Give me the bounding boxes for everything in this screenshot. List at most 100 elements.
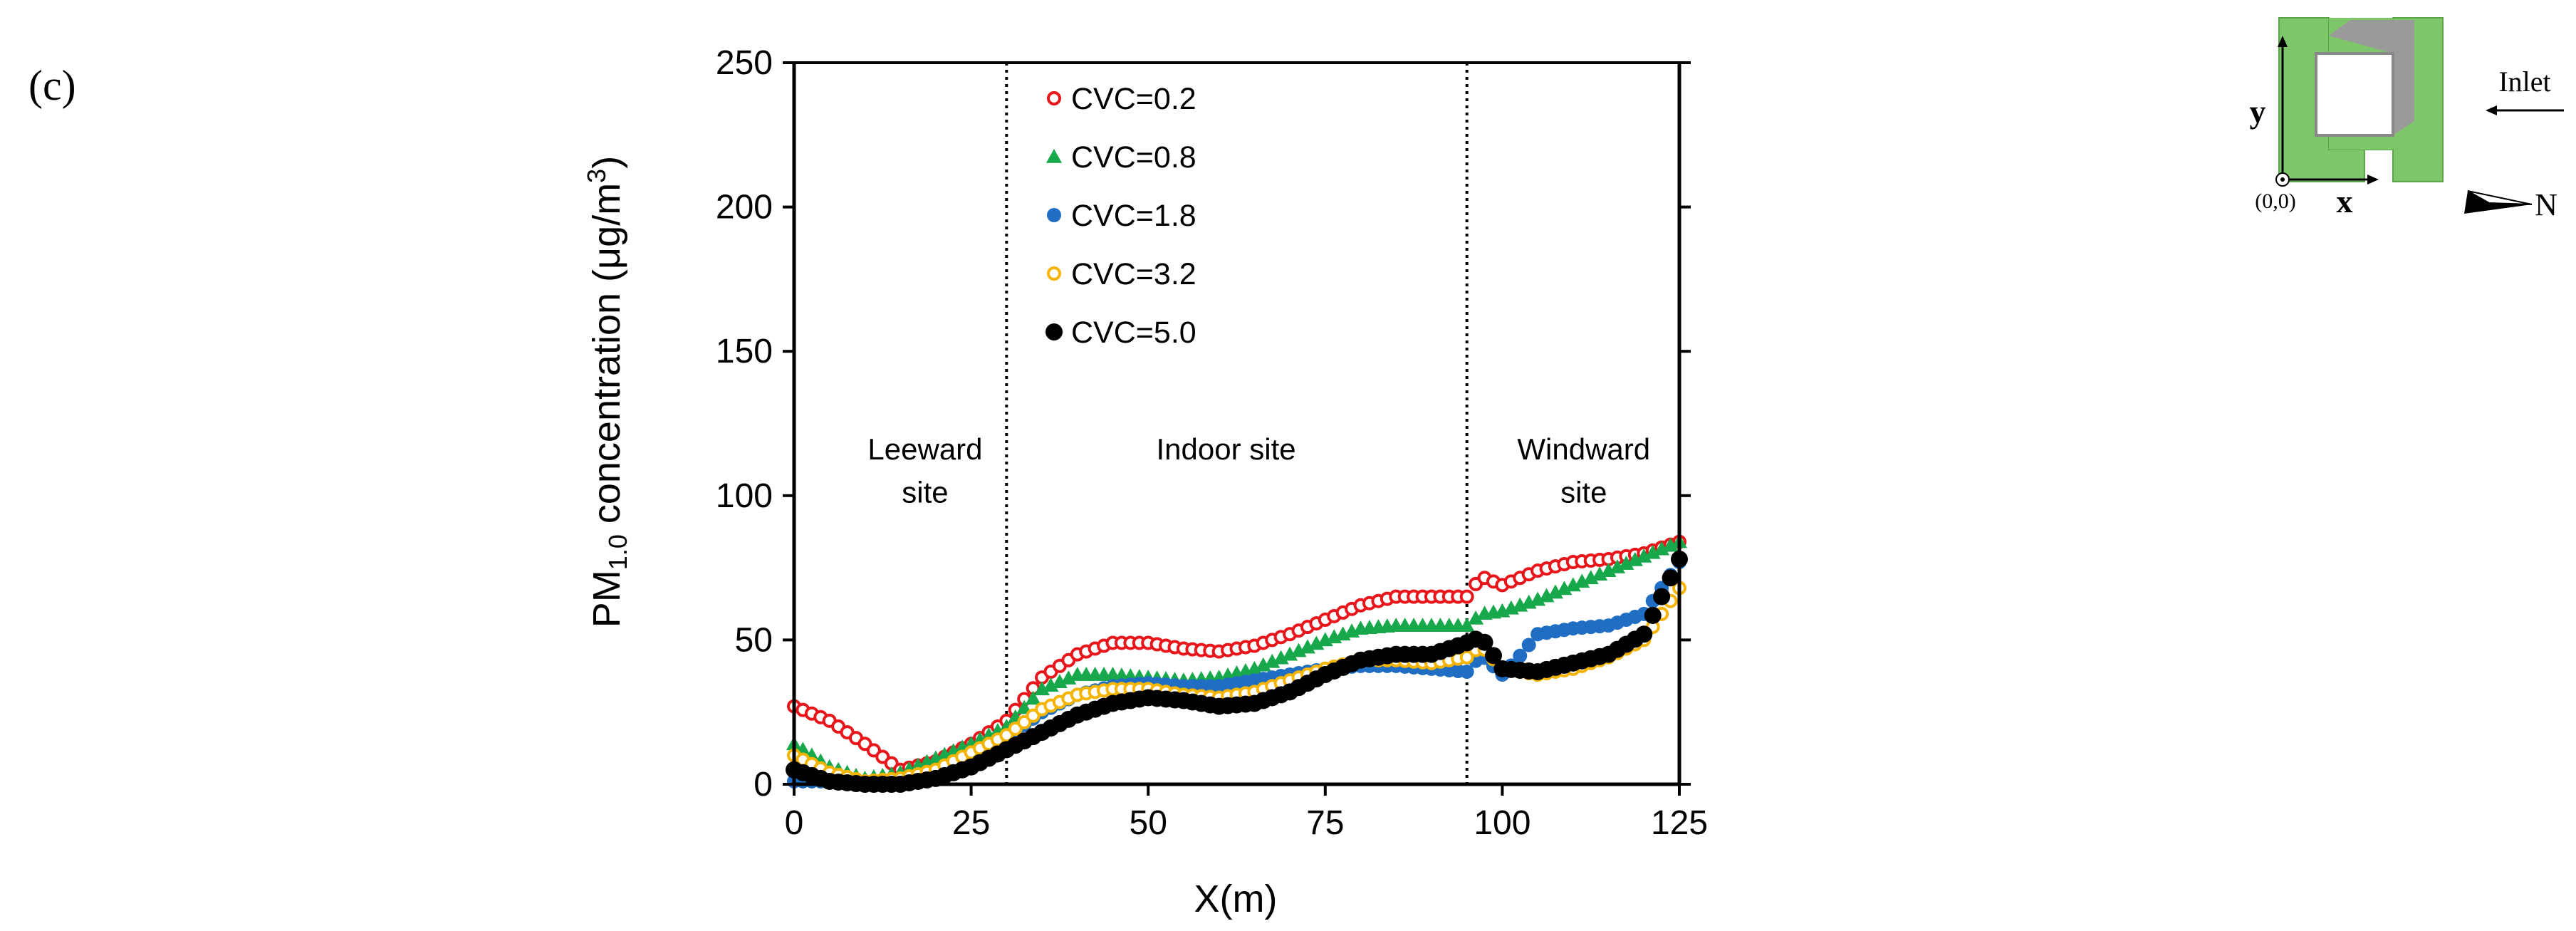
x-tick-label: 75 (1306, 804, 1344, 842)
data-point (1635, 625, 1653, 643)
site-inset-diagram: y x (0,0) Inlet N (2250, 17, 2564, 222)
data-point (1051, 674, 1068, 688)
y-axis-title: PM1.0 concentration (μg/m3) (582, 156, 632, 628)
data-point (1273, 650, 1289, 665)
data-point (1299, 639, 1315, 654)
x-tick-label: 25 (952, 804, 990, 842)
panel-label: (c) (28, 62, 76, 109)
data-point (1654, 541, 1670, 556)
legend-label: CVC=0.2 (1071, 82, 1196, 116)
region-label: site (902, 476, 948, 509)
data-point (1662, 569, 1679, 587)
legend-entry-3: CVC=3.2 (1047, 257, 1196, 291)
y-title-rest: concentration (μg/m (585, 183, 628, 534)
data-point (1282, 646, 1298, 661)
inset-y-arrowhead (2278, 36, 2288, 47)
data-point (1484, 647, 1502, 665)
plot-area: 0 50 100 150 200 250 0 25 50 75 100 125 Leeward site… (716, 44, 1708, 842)
data-point (1459, 589, 1474, 604)
y-title-main: PM (585, 570, 628, 628)
y-tick-label: 50 (735, 621, 773, 659)
data-point (1574, 573, 1590, 588)
x-tick-label: 0 (785, 804, 804, 842)
data-point (1255, 657, 1271, 672)
data-point (1016, 699, 1033, 714)
data-point (1644, 544, 1661, 559)
inset-origin-label: (0,0) (2255, 189, 2295, 213)
data-point (1653, 588, 1671, 605)
legend: CVC=0.2 CVC=0.8 CVC=1.8 CVC=3.2 CVC=5.0 (1045, 82, 1196, 350)
data-point (1565, 577, 1581, 592)
data-point (1308, 635, 1325, 650)
x-tick-label: 100 (1474, 804, 1531, 842)
legend-label: CVC=5.0 (1071, 316, 1196, 350)
data-point (1582, 570, 1599, 585)
legend-label: CVC=0.8 (1071, 140, 1196, 175)
data-point (1043, 677, 1059, 692)
series-0 (787, 534, 1686, 777)
data-point (1556, 581, 1573, 595)
y-tick-label: 200 (716, 189, 773, 227)
data-point (1290, 643, 1307, 657)
legend-marker (1047, 266, 1061, 281)
legend-marker (1047, 208, 1061, 222)
data-point (1264, 653, 1281, 668)
data-point (1547, 584, 1563, 599)
region-label: Leeward (867, 432, 982, 466)
data-point (1459, 618, 1475, 632)
data-point (1538, 588, 1555, 603)
y-tick-label: 150 (716, 333, 773, 370)
legend-label: CVC=3.2 (1071, 257, 1196, 291)
data-point (1468, 610, 1484, 625)
series-4 (786, 550, 1688, 793)
tick-labels: 0 50 100 150 200 250 0 25 50 75 100 125 (716, 44, 1708, 842)
data-point (1636, 548, 1652, 563)
legend-marker (1047, 91, 1061, 105)
region-label: Windward (1517, 432, 1650, 466)
data-point (1034, 681, 1050, 696)
legend-entry-4: CVC=5.0 (1045, 316, 1196, 350)
data-point (1592, 566, 1608, 581)
data-point (1627, 551, 1643, 566)
region-label: Indoor site (1157, 432, 1296, 466)
region-labels: Leeward site Indoor site Windward site (867, 432, 1650, 509)
legend-entry-0: CVC=0.2 (1047, 82, 1196, 116)
inset-x-arrowhead (2367, 175, 2379, 184)
inset-origin-dot (2280, 177, 2285, 182)
data-point (1521, 638, 1536, 652)
data-point (1060, 670, 1077, 685)
inset-north-label: N (2535, 187, 2557, 222)
legend-entry-2: CVC=1.8 (1047, 199, 1196, 233)
x-axis-title: X(m) (1194, 878, 1278, 920)
legend-entry-1: CVC=0.8 (1046, 140, 1196, 175)
legend-label: CVC=1.8 (1071, 199, 1196, 233)
data-point (919, 754, 935, 769)
legend-marker (1045, 323, 1063, 340)
x-tick-label: 50 (1130, 804, 1167, 842)
data-point (1600, 563, 1617, 577)
data-point (1025, 690, 1041, 705)
y-title-subscript: 1.0 (603, 534, 632, 570)
data-point (1459, 664, 1474, 679)
x-tick-label: 125 (1651, 804, 1708, 842)
inset-room (2315, 52, 2394, 137)
data-point (1459, 650, 1474, 665)
legend-marker (1046, 149, 1062, 163)
axes (783, 61, 1691, 796)
data-point (1476, 633, 1493, 651)
series-layer (786, 534, 1688, 793)
data-point (1530, 591, 1546, 606)
inset-x-label: x (2337, 183, 2353, 219)
inset-inlet-arrowhead (2486, 105, 2497, 115)
data-point (1513, 648, 1528, 663)
y-tick-label: 0 (753, 766, 773, 803)
y-tick-label: 250 (716, 44, 773, 82)
inset-y-label: y (2250, 93, 2266, 130)
data-point (1662, 537, 1679, 552)
region-label: site (1560, 476, 1607, 509)
data-point (1644, 606, 1662, 624)
north-arrow-highlight (2467, 190, 2533, 205)
y-title-end: ) (585, 156, 628, 169)
y-title-superscript: 3 (582, 169, 611, 183)
